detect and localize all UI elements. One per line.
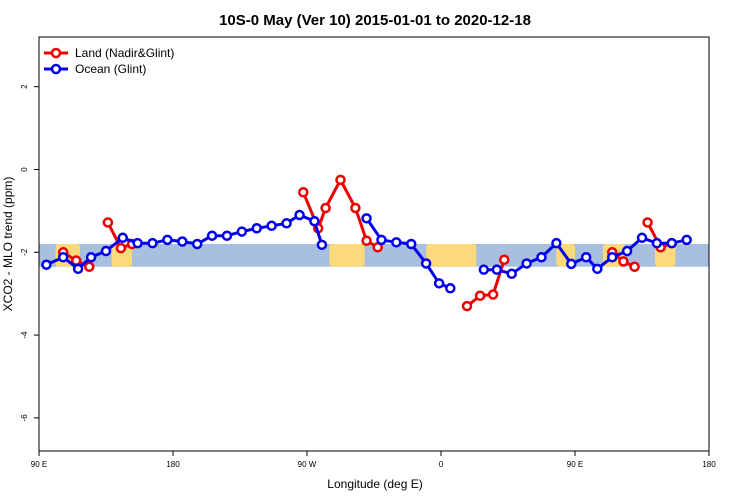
data-point xyxy=(536,251,547,263)
y-tick-label: -4 xyxy=(20,331,29,339)
data-point xyxy=(361,213,372,224)
data-point xyxy=(681,234,692,246)
data-point xyxy=(191,238,203,250)
data-point xyxy=(117,232,128,244)
data-point xyxy=(361,235,372,246)
data-point xyxy=(618,256,629,267)
data-point xyxy=(177,236,188,247)
data-point xyxy=(499,254,510,265)
data-point xyxy=(281,218,292,229)
data-point xyxy=(621,245,633,257)
x-tick-label: 0 xyxy=(439,460,444,469)
y-tick-label: -2 xyxy=(20,248,29,256)
legend-ocean-marker xyxy=(50,63,62,75)
data-point xyxy=(309,215,320,227)
data-point xyxy=(115,242,127,254)
x-tick-label: 180 xyxy=(702,460,716,469)
data-point xyxy=(566,258,577,270)
data-point xyxy=(236,226,248,237)
data-point xyxy=(580,251,592,263)
data-point xyxy=(320,202,331,214)
data-point xyxy=(57,251,69,263)
y-axis: 2 0 -2 -4 -6 xyxy=(20,84,39,422)
data-point xyxy=(221,230,233,241)
data-point xyxy=(642,217,653,228)
data-point xyxy=(461,300,473,312)
data-point xyxy=(491,264,503,275)
data-point xyxy=(551,237,562,249)
series-line xyxy=(466,259,506,308)
data-point xyxy=(391,237,402,248)
data-point xyxy=(72,263,84,275)
x-axis: 90 E 180 90 W 0 90 E 180 xyxy=(31,451,716,469)
data-point xyxy=(84,261,95,273)
data-point xyxy=(420,258,432,269)
data-point xyxy=(41,259,52,270)
land-region xyxy=(329,244,365,267)
data-point xyxy=(335,174,346,186)
data-point xyxy=(266,220,277,232)
data-point xyxy=(162,234,173,246)
y-axis-label: XCO2 - MLO trend (ppm) xyxy=(1,177,15,312)
data-point xyxy=(100,245,112,257)
data-point xyxy=(606,251,618,263)
data-point xyxy=(206,230,218,241)
data-point xyxy=(350,202,361,214)
x-axis-label: Longitude (deg E) xyxy=(327,477,422,491)
data-point xyxy=(629,261,640,273)
data-point xyxy=(316,239,328,251)
data-point xyxy=(506,268,517,280)
legend-land-marker xyxy=(50,47,62,59)
data-point xyxy=(651,237,663,249)
data-point xyxy=(666,237,678,249)
data-point xyxy=(592,263,603,275)
data-point xyxy=(487,289,499,300)
y-tick-label: -6 xyxy=(20,414,29,422)
legend-land-label: Land (Nadir&Glint) xyxy=(75,46,174,60)
data-point xyxy=(405,238,417,250)
data-point xyxy=(132,237,143,249)
x-tick-label: 90 W xyxy=(298,460,317,469)
legend: Land (Nadir&Glint) Ocean (Glint) xyxy=(44,46,174,76)
data-point xyxy=(474,290,486,301)
data-point xyxy=(294,209,305,221)
data-point xyxy=(521,258,532,269)
plot-frame xyxy=(38,36,710,452)
y-tick-label: 2 xyxy=(20,84,29,89)
x-tick-label: 90 E xyxy=(567,460,583,469)
data-point xyxy=(433,278,445,289)
series-layer xyxy=(41,174,692,312)
y-tick-label: 0 xyxy=(20,167,29,172)
series-ocean xyxy=(41,209,692,294)
data-point xyxy=(85,251,97,263)
land-region xyxy=(426,244,477,267)
data-point xyxy=(102,217,114,228)
data-point xyxy=(376,234,387,246)
legend-ocean-label: Ocean (Glint) xyxy=(75,62,146,76)
x-tick-label: 180 xyxy=(166,460,180,469)
data-point xyxy=(251,223,262,234)
chart-title: 10S-0 May (Ver 10) 2015-01-01 to 2020-12… xyxy=(219,12,531,29)
data-point xyxy=(147,237,158,249)
x-tick-label: 90 E xyxy=(31,460,47,469)
data-point xyxy=(445,283,456,294)
data-point xyxy=(636,232,648,244)
data-point xyxy=(478,264,490,275)
data-point xyxy=(298,187,309,198)
